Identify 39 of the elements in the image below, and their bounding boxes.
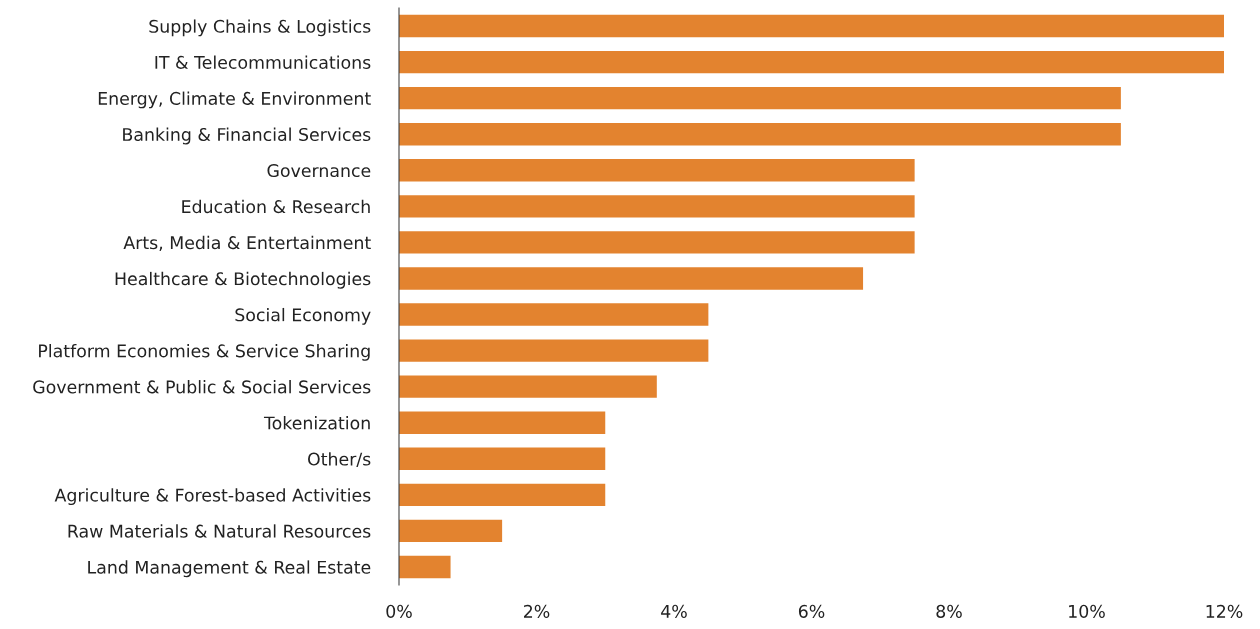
- y-tick-label: Land Management & Real Estate: [88, 560, 371, 578]
- bar: [399, 339, 709, 362]
- x-tick-label: 0%: [386, 604, 412, 618]
- bar: [399, 555, 451, 579]
- y-tick-label: IT & Telecommunications: [155, 55, 371, 69]
- bar: [399, 375, 657, 398]
- bar: [399, 123, 1121, 146]
- x-tick-label: 10%: [1069, 604, 1105, 618]
- y-tick-label: Platform Economies & Service Sharing: [39, 344, 370, 361]
- x-tick-label: 6%: [798, 604, 825, 618]
- x-tick-label: 12%: [1206, 604, 1243, 618]
- bar: [399, 14, 1224, 38]
- y-tick-label: Social Economy: [235, 307, 371, 325]
- x-tick-label: 2%: [524, 604, 550, 618]
- y-tick-label: Supply Chains & Logistics: [149, 19, 371, 37]
- x-tick-label: 8%: [936, 604, 962, 618]
- y-tick-label: Tokenization: [263, 416, 370, 430]
- bar: [399, 267, 864, 290]
- y-tick-label: Agriculture & Forest-based Activities: [54, 488, 371, 506]
- y-tick-label: Raw Materials & Natural Resources: [68, 524, 371, 538]
- y-tick-label: Governance: [267, 163, 371, 178]
- bar: [399, 159, 915, 182]
- y-tick-label: Other/s: [308, 452, 371, 467]
- bar: [399, 50, 1224, 74]
- y-tick-label: Energy, Climate & Environment: [98, 91, 371, 109]
- x-tick-label: 4%: [661, 604, 687, 618]
- y-tick-label: Education & Research: [182, 199, 370, 214]
- y-tick-label: Government & Public & Social Services: [33, 380, 371, 394]
- bar: [399, 519, 503, 543]
- y-tick-label: Arts, Media & Entertainment: [123, 235, 371, 252]
- bar: [399, 411, 606, 434]
- bar: [399, 231, 915, 254]
- bar: [399, 303, 709, 326]
- y-tick-label: Healthcare & Biotechnologies: [115, 271, 371, 289]
- bar: [399, 195, 915, 218]
- bar: [399, 447, 606, 470]
- bar: [399, 483, 606, 507]
- y-tick-label: Banking & Financial Services: [123, 127, 371, 145]
- bar: [399, 86, 1121, 110]
